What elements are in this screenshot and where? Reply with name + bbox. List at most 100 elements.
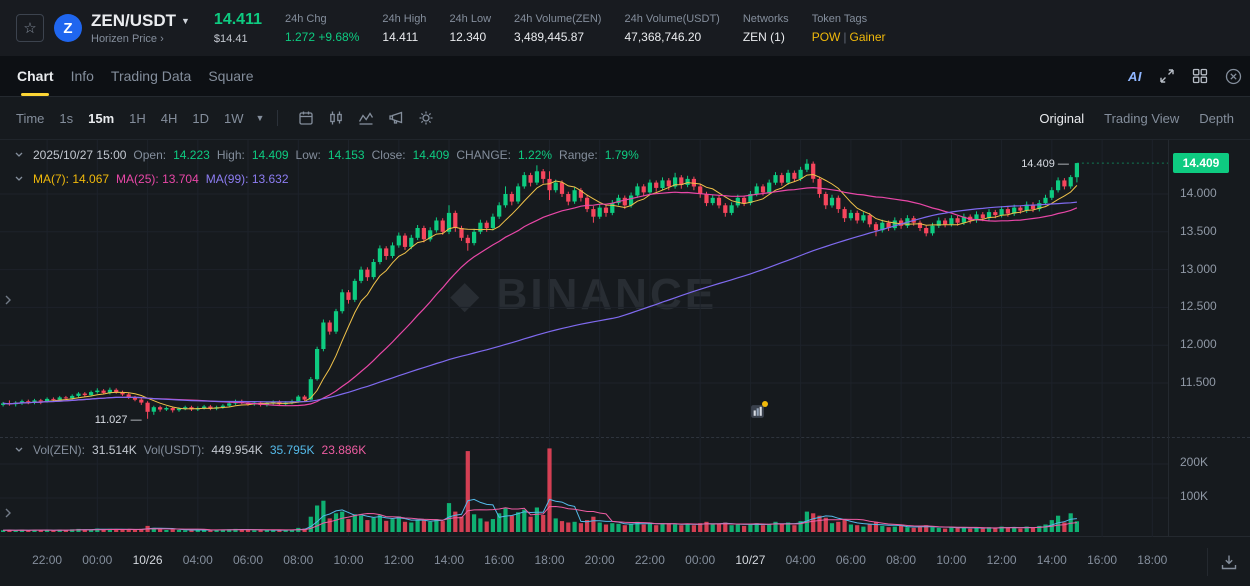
price-axis-label: 13.500 — [1180, 223, 1217, 238]
interval-1w[interactable]: 1W — [224, 110, 244, 126]
settings-gear-icon[interactable] — [418, 110, 434, 126]
interval-4h[interactable]: 4H — [160, 110, 178, 126]
binance-watermark: ◆ BINANCE — [451, 270, 717, 320]
high-label: High: — [216, 148, 245, 162]
pair-selector[interactable]: ZEN/USDT ▼ — [91, 11, 190, 31]
collapse-chevron-icon[interactable] — [14, 446, 24, 454]
svg-text:14.409 —: 14.409 — — [1021, 158, 1069, 170]
interval-dropdown-caret-icon[interactable]: ▼ — [255, 113, 265, 123]
tab-chart[interactable]: Chart — [17, 56, 54, 96]
stat-24h-high: 24h High 14.411 — [382, 13, 426, 44]
view-depth[interactable]: Depth — [1199, 110, 1234, 126]
ohlc-readout: 2025/10/27 15:00 Open: 14.223 High: 14.409… — [14, 148, 639, 162]
stat-label: Networks — [742, 12, 789, 25]
time-axis-label: 16:00 — [1087, 553, 1118, 567]
event-marker-icon[interactable] — [750, 401, 768, 424]
binance-logo-icon: ◆ — [450, 274, 482, 315]
time-axis-label: 06:00 — [835, 553, 866, 567]
networks-value[interactable]: ZEN (1) — [742, 29, 785, 44]
ai-assistant-icon[interactable]: AI — [1128, 68, 1142, 84]
toolbar-divider — [277, 110, 279, 126]
stat-24h-volume-quote: 24h Volume(USDT) 47,368,746.20 — [624, 13, 719, 44]
ma99-label: MA(99): — [205, 172, 249, 186]
price-block: 14.411 $14.41 — [214, 11, 262, 45]
vol-base-value: 31.514K — [92, 443, 137, 457]
vol-ma5-value: 35.795K — [269, 443, 315, 457]
stat-value: 3,489,445.87 — [514, 29, 585, 44]
volume-axis-label: 200K — [1180, 455, 1209, 469]
left-panel-expand-chevron[interactable] — [0, 500, 15, 526]
favorite-star-icon[interactable]: ☆ — [16, 14, 44, 42]
zen-coin-logo: Z — [54, 14, 82, 42]
time-axis-label: 10:00 — [936, 553, 967, 567]
ohlc-datetime: 2025/10/27 15:00 — [33, 148, 127, 162]
time-axis-label: 18:00 — [534, 553, 565, 567]
ma-readout: MA(7): 14.067 MA(25): 13.704 MA(99): 13.… — [14, 172, 289, 186]
change-label: CHANGE: — [456, 148, 512, 162]
price-axis-label: 11.500 — [1180, 375, 1216, 389]
interval-1h[interactable]: 1H — [129, 110, 146, 126]
stat-24h-change: 24h Chg 1.272 +9.68% — [285, 13, 359, 44]
close-icon[interactable] — [1225, 68, 1242, 85]
price-axis-label: 12.000 — [1180, 337, 1217, 352]
close-label: Close: — [371, 148, 406, 162]
range-value: 1.79% — [604, 148, 639, 162]
price-axis-label: 12.500 — [1180, 299, 1217, 314]
price-axis-label: 14.000 — [1180, 185, 1217, 200]
external-link-icon: › — [160, 33, 164, 45]
interval-1d[interactable]: 1D — [192, 110, 210, 126]
view-tradingview[interactable]: Trading View — [1104, 110, 1180, 126]
alerts-icon[interactable] — [388, 110, 404, 126]
open-label: Open: — [133, 148, 167, 162]
stat-label: Token Tags — [811, 12, 868, 25]
stat-value: 1.272 +9.68% — [284, 29, 360, 44]
tab-square[interactable]: Square — [208, 68, 254, 84]
grid-layout-icon[interactable] — [1192, 68, 1208, 84]
ma25-value: 13.704 — [162, 172, 199, 186]
range-label: Range: — [559, 148, 598, 162]
price-axis[interactable]: 14.409 14.000 13.500 13.000 12.500 12.000 11.… — [1168, 140, 1250, 536]
interval-time-option[interactable]: Time — [16, 110, 45, 126]
price-chart-canvas[interactable]: 14.409 — 11.027 — — [0, 140, 1168, 437]
calendar-icon[interactable] — [298, 110, 314, 126]
ma7-value: 14.067 — [72, 172, 110, 186]
stat-label: 24h Low — [449, 12, 492, 25]
stat-label: 24h Chg — [284, 12, 327, 25]
tab-info[interactable]: Info — [70, 68, 94, 84]
ticker-header: ☆ Z ZEN/USDT ▼ Horizen Price › 14.411 $1… — [0, 0, 1250, 56]
vol-quote-label: Vol(USDT): — [143, 443, 205, 457]
fullscreen-icon[interactable] — [1159, 68, 1175, 84]
time-axis-label: 18:00 — [1137, 553, 1168, 567]
view-original[interactable]: Original — [1039, 110, 1085, 126]
time-axis-label: 08:00 — [886, 553, 917, 567]
token-tag-gainer[interactable]: Gainer — [849, 29, 886, 44]
tag-separator: | — [843, 29, 847, 44]
interval-1s[interactable]: 1s — [59, 110, 74, 126]
chart-style-icon[interactable] — [328, 110, 344, 126]
pair-subtitle-link[interactable]: Horizen Price › — [91, 33, 190, 45]
time-axis[interactable]: 22:00 00:00 10/26 04:00 06:00 08:00 10:00 12:00… — [0, 536, 1250, 586]
token-tag-pow[interactable]: POW — [811, 29, 841, 44]
stat-24h-low: 24h Low 12.340 — [449, 13, 491, 44]
time-axis-label: 08:00 — [283, 553, 314, 567]
pair-dropdown-caret-icon: ▼ — [181, 16, 190, 26]
stat-label: 24h Volume(ZEN) — [514, 12, 602, 25]
time-axis-label: 04:00 — [182, 553, 213, 567]
left-panel-expand-chevron[interactable] — [0, 287, 15, 313]
tab-trading-data[interactable]: Trading Data — [110, 68, 192, 84]
volume-chart-canvas[interactable] — [0, 438, 1168, 537]
collapse-chevron-icon[interactable] — [14, 151, 24, 159]
pair-subtitle: Horizen Price — [91, 33, 158, 45]
price-axis-label: 13.000 — [1180, 261, 1217, 276]
interval-15m[interactable]: 15m — [88, 110, 115, 126]
candlestick-chart-pane[interactable]: ◆ BINANCE 14.409 — 11.027 — 2025/10/27 15… — [0, 140, 1250, 437]
volume-pane[interactable]: Vol(ZEN): 31.514K Vol(USDT): 449.954K 35.7… — [0, 437, 1250, 537]
stat-label: 24h High — [382, 12, 427, 25]
low-label: Low: — [295, 148, 321, 162]
collapse-chevron-icon[interactable] — [14, 175, 24, 183]
time-axis-label: 20:00 — [584, 553, 615, 567]
low-value: 14.153 — [327, 148, 365, 162]
download-chart-icon[interactable] — [1220, 553, 1238, 571]
indicators-icon[interactable] — [358, 110, 374, 126]
vol-quote-value: 449.954K — [211, 443, 263, 457]
